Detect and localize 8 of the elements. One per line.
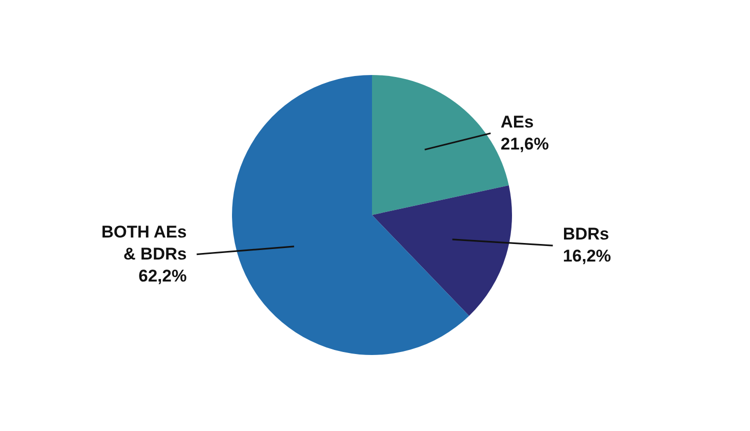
- slice-label: BOTH AEs & BDRs: [101, 222, 187, 264]
- slice-label: BDRs: [562, 224, 610, 244]
- pie-slice: [372, 185, 512, 316]
- data-label: 21,6%: [500, 134, 549, 154]
- data-label: 16,2%: [562, 246, 612, 266]
- data-label: 62,2%: [138, 266, 187, 286]
- pie-slice: [232, 75, 470, 355]
- slice-label: AEs: [500, 112, 534, 132]
